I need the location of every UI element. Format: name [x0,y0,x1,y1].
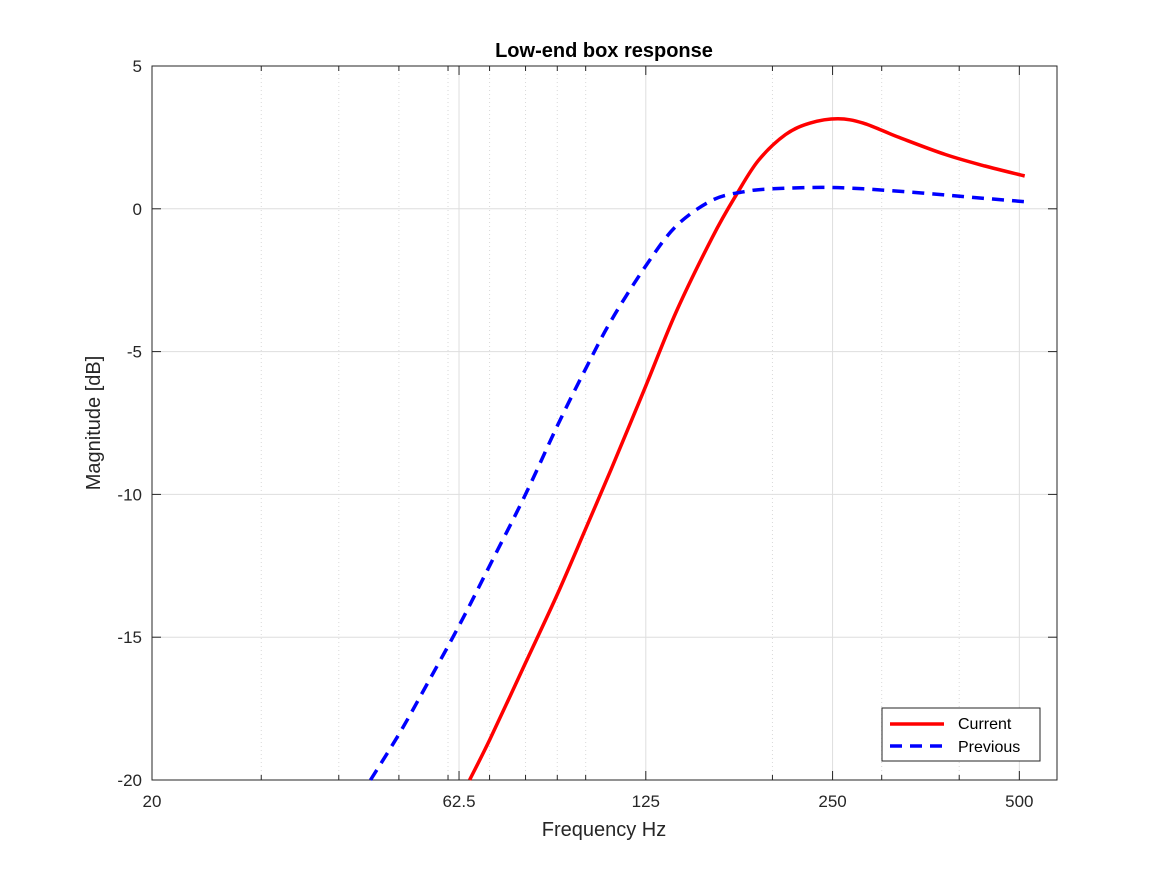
series-line-current [468,117,1026,781]
legend-label-current: Current [958,716,1012,733]
x-tick-label: 250 [818,792,846,811]
x-tick-label: 125 [632,792,660,811]
y-tick-label: -20 [117,771,142,790]
series-layer [369,117,1026,781]
grid-layer [151,65,1057,781]
axes-box [151,65,1058,781]
ticks-layer: 20 62.5 125 250 500 -20 -15 -10 -5 0 5 [117,57,1057,811]
legend-label-previous: Previous [958,739,1020,756]
y-tick-label: -10 [117,485,142,504]
y-tick-label: -5 [127,343,142,362]
y-axis-label: Magnitude [dB] [83,356,105,491]
legend: Current Previous [881,707,1041,762]
x-axis-label: Frequency Hz [542,819,667,841]
y-tick-label: -15 [117,628,142,647]
chart-title: Low-end box response [495,40,713,62]
x-tick-label: 20 [143,792,162,811]
x-tick-label: 500 [1005,792,1033,811]
series-line-previous [369,185,1025,781]
legend-box [881,707,1041,762]
x-tick-label: 62.5 [442,792,475,811]
y-tick-label: 0 [133,200,142,219]
y-tick-label: 5 [133,57,142,76]
